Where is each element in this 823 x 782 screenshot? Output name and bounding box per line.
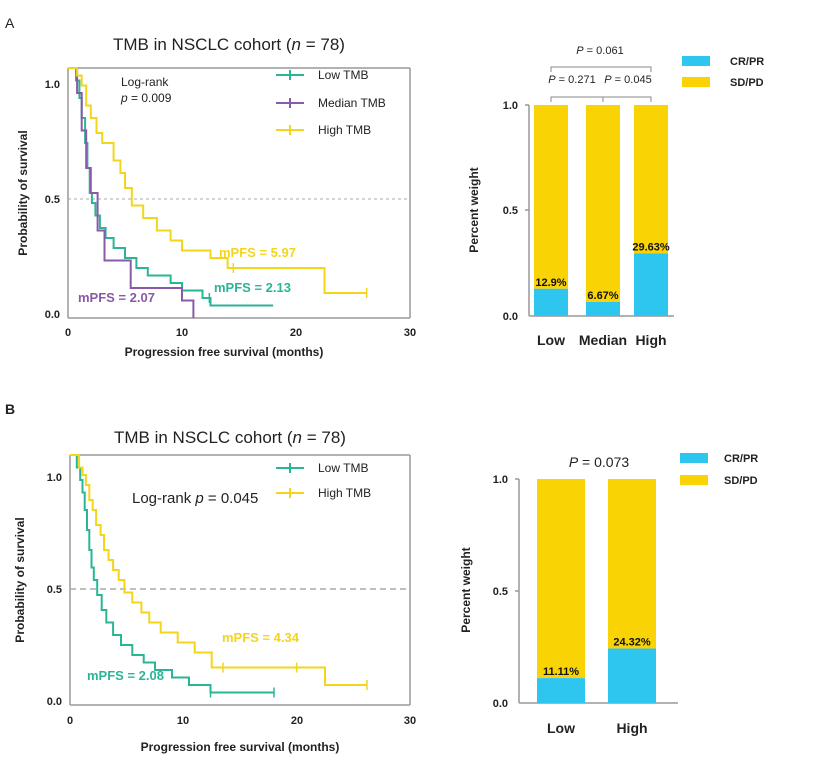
km-b-xtick-30: 30 <box>404 715 416 727</box>
bar-a-ytick-0: 0.0 <box>503 311 518 323</box>
bar-a-ytick-1: 1.0 <box>503 100 518 112</box>
km-a-legend-median-label: Median TMB <box>318 96 386 110</box>
bar-a-legend-sd-swatch <box>682 77 710 87</box>
km-b-series-high <box>70 454 368 690</box>
km-a-title: TMB in NSCLC cohort (n = 78) <box>113 35 345 54</box>
km-b-legend-high-label: High TMB <box>318 486 371 500</box>
km-b-logrank-p: Log-rank p = 0.045 <box>132 490 258 507</box>
bar_a-bar-low-sdpd <box>534 105 568 289</box>
km-b-mpfs-low: mPFS = 2.08 <box>87 668 164 683</box>
km-a-mpfs-low: mPFS = 2.13 <box>214 280 291 295</box>
bar_a-bar-low-crpr <box>534 288 568 316</box>
bar_a-bar-median-label: 6.67% <box>587 290 618 302</box>
bar_a-bar-median-crpr <box>586 301 620 316</box>
bar-a-legend-cr-swatch <box>682 56 710 66</box>
bar-a-bracket-median-high <box>602 96 652 102</box>
km-a-logrank-p: p = 0.009 <box>120 91 172 105</box>
bar_b-bar-low-crpr <box>537 678 585 703</box>
bar-a-chart: 1.0 0.5 0.0 Percent weight 12.9% 6.67% 29.… <box>467 45 764 348</box>
km_b-low-curve <box>70 454 274 694</box>
km-a-xtick-20: 20 <box>290 327 302 339</box>
km-a-chart: 1.0 0.5 0.0 0 10 20 30 Progression free … <box>16 67 416 359</box>
bar-b-legend-sd-swatch <box>680 475 708 485</box>
km_b-high-curve <box>70 454 367 686</box>
bar-a-bracket-low-median <box>550 96 604 102</box>
bar-b-p-value: P = 0.073 <box>569 454 630 470</box>
bar_b-bar-high-sdpd <box>608 479 656 649</box>
km_a-median-curve <box>68 67 195 318</box>
bar_b-bar-low-label: 11.11% <box>543 666 579 678</box>
bar-b-ytick-0: 0.0 <box>493 698 508 710</box>
bar-b-cat-low: Low <box>547 720 575 736</box>
bar-b-legend-cr-label: CR/PR <box>724 453 758 465</box>
bar_a-bar-low-label: 12.9% <box>535 277 566 289</box>
bar-a-bracket-low-high <box>550 66 652 72</box>
km-a-mpfs-high: mPFS = 5.97 <box>219 245 296 260</box>
km-a-x-label: Progression free survival (months) <box>125 345 324 359</box>
km-a-series-high <box>68 67 368 298</box>
km-a-y-label: Probability of survival <box>16 130 30 255</box>
km-a-ytick-1: 1.0 <box>45 79 60 91</box>
km-a-mpfs-median: mPFS = 2.07 <box>78 290 155 305</box>
km-b-series-low <box>70 454 275 698</box>
bar-b-legend-cr-swatch <box>680 453 708 463</box>
bar_b-bar-high-crpr <box>608 648 656 703</box>
km-b-y-label: Probability of survival <box>13 517 27 642</box>
bar-a-legend-cr-label: CR/PR <box>730 56 764 68</box>
km-a-legend-low-label: Low TMB <box>318 68 368 82</box>
bar_b-bar-low-sdpd <box>537 479 585 679</box>
bar-a-ytick-05: 0.5 <box>503 205 518 217</box>
km-a-xtick-10: 10 <box>176 327 188 339</box>
km-b-chart: 1.0 0.5 0.0 0 10 20 30 Progression free … <box>13 454 416 754</box>
bar-a-cat-median: Median <box>579 332 627 348</box>
bar-b-legend-sd-label: SD/PD <box>724 475 758 487</box>
bar_b-bar-high-label: 24.32% <box>613 637 651 649</box>
bar-a-p-low-median: P = 0.271 <box>548 74 595 86</box>
bar-a-p-median-high: P = 0.045 <box>604 74 651 86</box>
km-a-ytick-0: 0.0 <box>45 309 60 321</box>
bar-a-cat-low: Low <box>537 332 565 348</box>
km-b-xtick-0: 0 <box>67 715 73 727</box>
bar-a-cat-high: High <box>635 332 666 348</box>
bar-b-chart: 1.0 0.5 0.0 Percent weight 11.11%24.32% … <box>459 453 758 736</box>
bar_a-bar-median-sdpd <box>586 105 620 302</box>
panel-label-b: B <box>5 401 15 417</box>
km-b-legend-low-label: Low TMB <box>318 461 368 475</box>
bar-b-bars: 11.11% 24.32% <box>537 479 656 703</box>
km-b-ytick-05: 0.5 <box>47 584 62 596</box>
panel-label-a: A <box>5 15 15 31</box>
bar-a-bars: 12.9% 6.67% 29.63% <box>534 105 670 316</box>
bar_a-bar-high-label: 29.63% <box>632 241 670 253</box>
km-a-logrank-label: Log-rank <box>121 75 169 89</box>
km-a-legend-high-label: High TMB <box>318 123 371 137</box>
bar-b-cat-high: High <box>616 720 647 736</box>
km-b-title: TMB in NSCLC cohort (n = 78) <box>114 428 346 447</box>
km-a-series-median <box>68 67 195 318</box>
km-b-x-label: Progression free survival (months) <box>141 740 340 754</box>
bar-a-legend-sd-label: SD/PD <box>730 77 764 89</box>
km-b-mpfs-high: mPFS = 4.34 <box>222 630 300 645</box>
bar-b-ytick-05: 0.5 <box>493 586 508 598</box>
km_a-high-curve <box>68 67 367 294</box>
bar_a-bar-high-crpr <box>634 253 668 316</box>
bar-a-y-label: Percent weight <box>467 167 481 252</box>
km-b-xtick-10: 10 <box>177 715 189 727</box>
bar-a-p-low-high: P = 0.061 <box>576 45 623 57</box>
km-b-ytick-0: 0.0 <box>47 696 62 708</box>
km-b-xtick-20: 20 <box>291 715 303 727</box>
bar-b-ytick-1: 1.0 <box>493 474 508 486</box>
km-a-xtick-30: 30 <box>404 327 416 339</box>
km-a-ytick-05: 0.5 <box>45 194 60 206</box>
km-a-xtick-0: 0 <box>65 327 71 339</box>
bar_a-bar-high-sdpd <box>634 105 668 254</box>
km-b-ytick-1: 1.0 <box>47 472 62 484</box>
bar-b-y-label: Percent weight <box>459 547 473 632</box>
